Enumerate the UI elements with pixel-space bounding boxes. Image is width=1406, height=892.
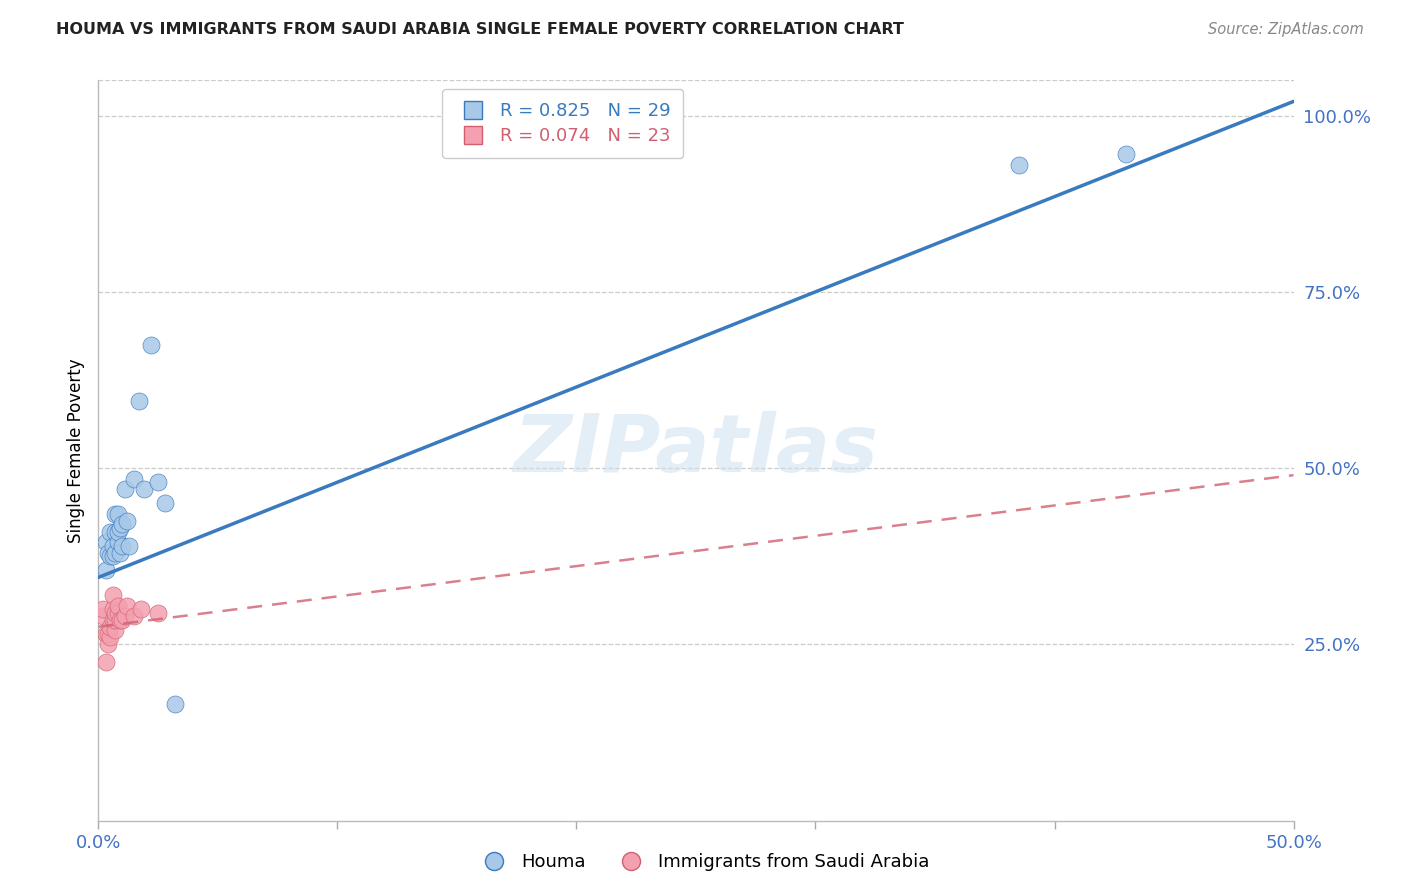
Point bbox=[104, 624, 127, 638]
Point bbox=[1115, 147, 1137, 161]
Point bbox=[98, 620, 122, 634]
Point bbox=[94, 535, 117, 549]
Point bbox=[97, 637, 120, 651]
Text: Source: ZipAtlas.com: Source: ZipAtlas.com bbox=[1208, 22, 1364, 37]
Point bbox=[94, 655, 117, 669]
Point bbox=[101, 549, 124, 564]
Point bbox=[91, 602, 114, 616]
Point bbox=[118, 539, 141, 553]
Point bbox=[107, 606, 129, 620]
Point bbox=[108, 546, 131, 560]
Point bbox=[111, 613, 134, 627]
Point bbox=[1008, 158, 1031, 172]
Point bbox=[128, 394, 150, 409]
Point bbox=[104, 613, 127, 627]
Point bbox=[101, 602, 124, 616]
Point bbox=[115, 514, 138, 528]
Point bbox=[101, 539, 124, 553]
Point bbox=[101, 588, 124, 602]
Legend: Houma, Immigrants from Saudi Arabia: Houma, Immigrants from Saudi Arabia bbox=[470, 847, 936, 879]
Point bbox=[91, 609, 114, 624]
Point bbox=[108, 521, 131, 535]
Point bbox=[155, 496, 177, 510]
Point bbox=[104, 546, 127, 560]
Y-axis label: Single Female Poverty: Single Female Poverty bbox=[66, 359, 84, 542]
Point bbox=[98, 630, 122, 644]
Point bbox=[107, 599, 129, 613]
Point bbox=[98, 524, 122, 539]
Legend: R = 0.825   N = 29, R = 0.074   N = 23: R = 0.825 N = 29, R = 0.074 N = 23 bbox=[441, 89, 683, 158]
Point bbox=[139, 337, 162, 351]
Point bbox=[97, 546, 120, 560]
Point bbox=[115, 599, 138, 613]
Point bbox=[114, 609, 136, 624]
Point bbox=[124, 609, 146, 624]
Point bbox=[114, 482, 136, 496]
Point bbox=[104, 524, 127, 539]
Point bbox=[111, 517, 134, 532]
Point bbox=[132, 482, 155, 496]
Point bbox=[148, 606, 170, 620]
Point bbox=[111, 539, 134, 553]
Point bbox=[148, 475, 170, 490]
Point bbox=[107, 524, 129, 539]
Text: ZIPatlas: ZIPatlas bbox=[513, 411, 879, 490]
Point bbox=[131, 602, 153, 616]
Point bbox=[97, 627, 120, 641]
Point bbox=[101, 613, 124, 627]
Point bbox=[94, 627, 117, 641]
Text: HOUMA VS IMMIGRANTS FROM SAUDI ARABIA SINGLE FEMALE POVERTY CORRELATION CHART: HOUMA VS IMMIGRANTS FROM SAUDI ARABIA SI… bbox=[56, 22, 904, 37]
Point bbox=[124, 472, 146, 486]
Point bbox=[108, 613, 131, 627]
Point bbox=[104, 606, 127, 620]
Point bbox=[104, 507, 127, 521]
Point bbox=[98, 549, 122, 564]
Point bbox=[163, 698, 186, 712]
Point bbox=[107, 507, 129, 521]
Point bbox=[94, 563, 117, 577]
Point bbox=[107, 535, 129, 549]
